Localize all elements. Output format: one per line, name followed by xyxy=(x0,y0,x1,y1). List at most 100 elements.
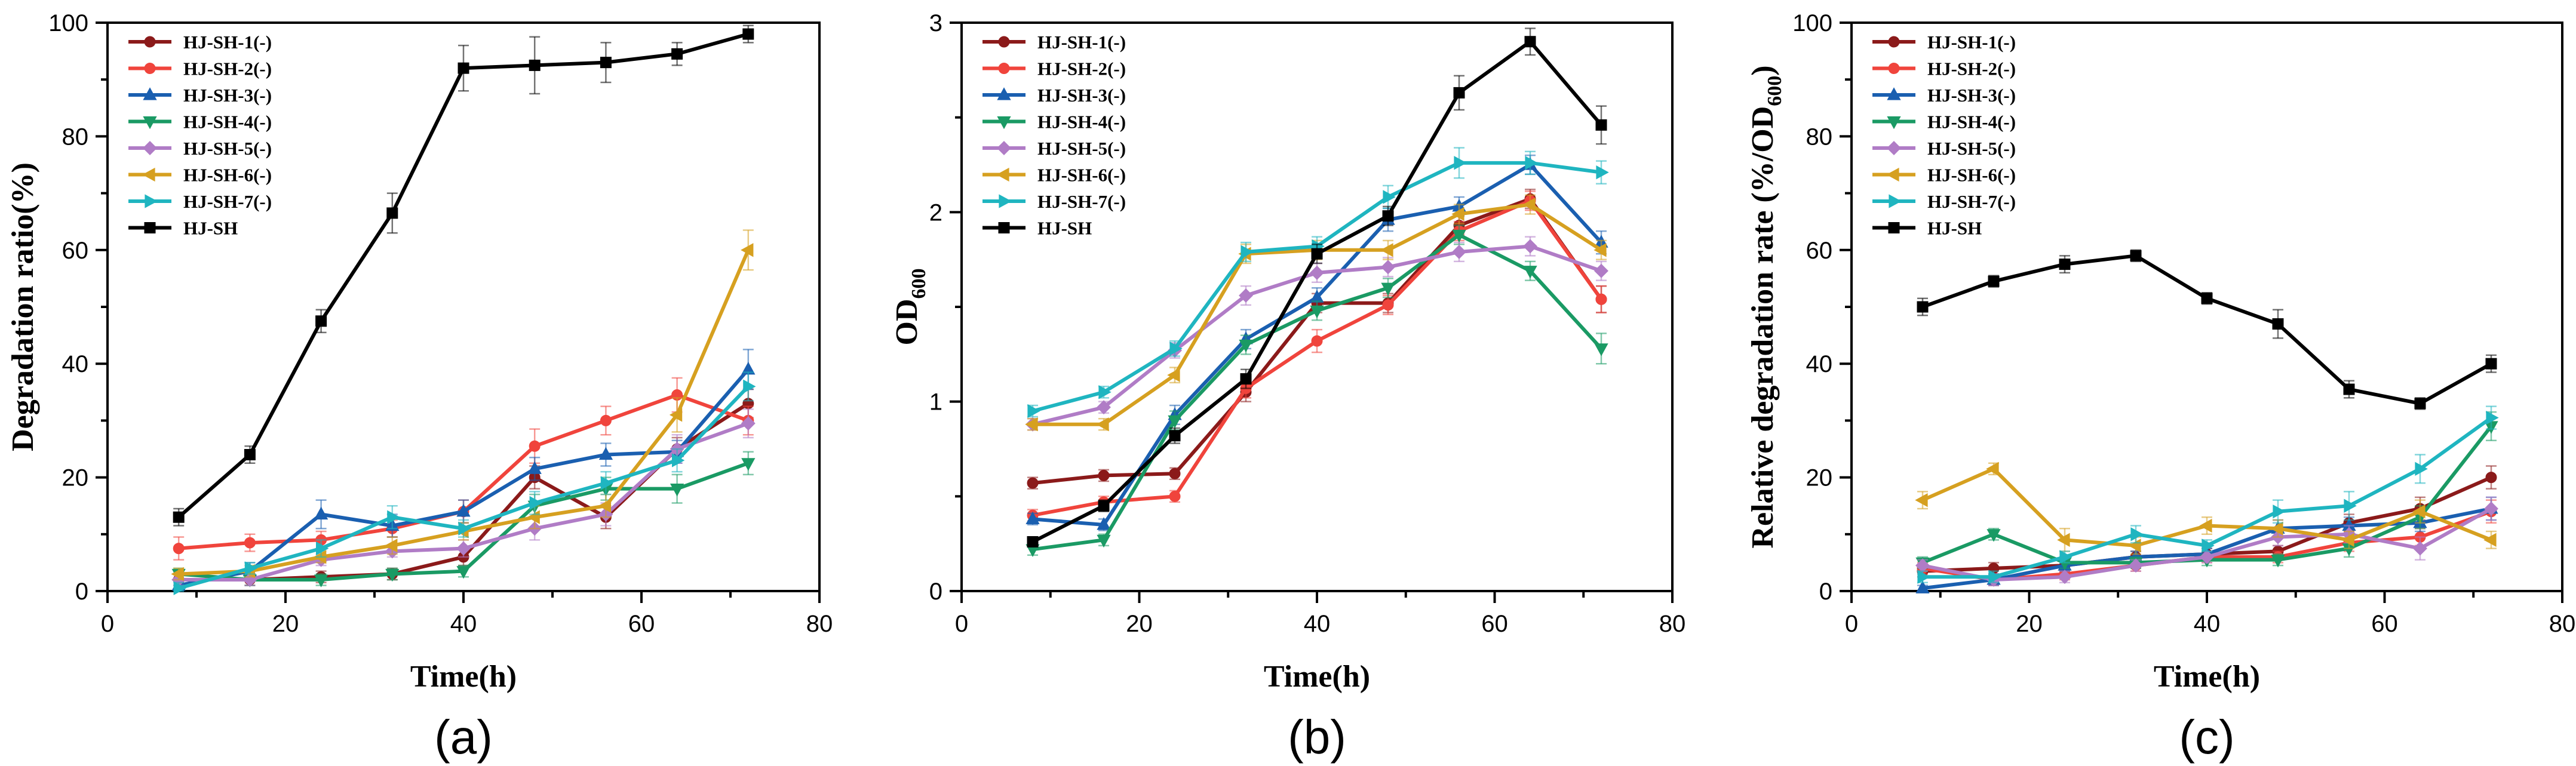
legend-marker xyxy=(144,36,156,48)
data-point xyxy=(741,458,756,471)
legend-marker xyxy=(145,194,158,208)
x-tick-label: 60 xyxy=(1481,611,1508,637)
chart-panel-b: 0 20 40 60 800123Time(h)OD600(b)HJ-SH-1(-)HJ… xyxy=(890,10,1685,764)
data-point xyxy=(1311,248,1323,260)
data-point xyxy=(1168,415,1182,429)
legend-label: HJ-SH-1(-) xyxy=(1927,32,2016,53)
y-tick-label: 100 xyxy=(48,10,88,36)
data-point xyxy=(458,62,469,74)
legend-label: HJ-SH-6(-) xyxy=(1927,165,2016,186)
data-point xyxy=(2485,472,2497,484)
data-point xyxy=(171,567,184,582)
data-point xyxy=(2415,462,2428,476)
data-point xyxy=(1988,275,2000,287)
data-point xyxy=(244,537,256,549)
y-tick-label: 20 xyxy=(62,465,89,491)
legend-marker xyxy=(1888,36,1900,48)
legend-label: HJ-SH-5(-) xyxy=(1037,138,1126,159)
data-point xyxy=(1311,335,1323,347)
data-point xyxy=(1167,368,1180,382)
data-point xyxy=(741,416,756,431)
x-tick-label: 20 xyxy=(272,611,299,637)
panel-label: (c) xyxy=(2179,710,2234,764)
legend-label: HJ-SH xyxy=(1037,218,1092,239)
legend-label: HJ-SH-6(-) xyxy=(183,165,272,186)
data-point xyxy=(314,506,328,520)
data-point xyxy=(743,379,756,393)
data-point xyxy=(529,59,541,71)
data-point xyxy=(1098,385,1112,399)
y-axis-title: OD600 xyxy=(890,269,930,346)
y-tick-label: 100 xyxy=(1792,10,1832,36)
data-point xyxy=(1241,245,1254,259)
legend-marker xyxy=(1888,222,1900,233)
legend-label: HJ-SH-4(-) xyxy=(183,112,272,133)
data-point xyxy=(173,581,186,595)
data-point xyxy=(1524,36,1536,48)
data-point xyxy=(173,543,185,555)
data-point xyxy=(1451,207,1464,222)
data-point xyxy=(2128,539,2141,553)
data-point xyxy=(2129,558,2143,573)
series-HJ-SH-6(-) xyxy=(1915,462,2497,555)
legend-marker xyxy=(143,116,157,130)
data-point xyxy=(244,561,258,576)
data-point xyxy=(1917,570,1930,584)
data-point xyxy=(458,521,471,536)
data-point xyxy=(2130,250,2142,262)
data-point xyxy=(1915,493,1928,507)
data-point xyxy=(1027,404,1040,419)
data-point xyxy=(1310,265,1324,280)
series-line xyxy=(1921,254,2492,405)
legend-marker xyxy=(997,87,1011,100)
data-point xyxy=(1239,339,1253,353)
data-point xyxy=(2486,410,2499,425)
legend-marker xyxy=(1887,116,1901,130)
series-HJ-SH-7(-) xyxy=(1917,405,2499,584)
data-point xyxy=(244,449,256,461)
data-point xyxy=(741,243,754,257)
legend-label: HJ-SH-5(-) xyxy=(183,138,272,159)
legend-label: HJ-SH-1(-) xyxy=(1037,32,1126,53)
series-HJ-SH xyxy=(1027,27,1607,547)
data-point xyxy=(2058,570,2072,585)
data-point xyxy=(1097,517,1111,530)
data-point xyxy=(1454,156,1467,170)
data-point xyxy=(600,57,612,69)
data-point xyxy=(1596,165,1609,180)
series-HJ-SH-7(-) xyxy=(173,371,756,595)
data-point xyxy=(1097,400,1111,415)
data-point xyxy=(1382,210,1394,222)
data-point xyxy=(1595,119,1607,131)
y-tick-label: 2 xyxy=(929,199,942,226)
legend-marker xyxy=(143,87,157,100)
y-tick-label: 0 xyxy=(1819,579,1832,605)
legend-marker xyxy=(997,116,1011,130)
data-point xyxy=(1169,430,1181,442)
y-tick-label: 40 xyxy=(1806,351,1833,377)
data-point xyxy=(1026,511,1040,525)
data-point xyxy=(671,48,683,60)
data-point xyxy=(1239,288,1253,303)
x-tick-label: 80 xyxy=(806,611,833,637)
y-tick-label: 3 xyxy=(929,10,942,36)
legend-label: HJ-SH-4(-) xyxy=(1927,112,2016,133)
data-point xyxy=(1595,293,1607,305)
data-point xyxy=(2412,504,2425,519)
data-point xyxy=(529,440,541,452)
data-point xyxy=(2201,293,2213,304)
data-point xyxy=(1027,536,1039,547)
data-point xyxy=(1525,156,1538,170)
legend-marker xyxy=(998,63,1010,74)
series-line xyxy=(177,32,749,519)
legend: HJ-SH-1(-) HJ-SH-2(-) HJ-SH-3(-) HJ-SH-4(-)… xyxy=(982,32,1126,239)
data-point xyxy=(386,207,398,219)
legend-label: HJ-SH-1(-) xyxy=(183,32,272,53)
data-point xyxy=(1096,417,1109,432)
data-point xyxy=(2202,539,2215,553)
data-point xyxy=(385,568,400,582)
data-point xyxy=(2200,549,2214,564)
data-point xyxy=(2059,550,2073,564)
series-HJ-SH xyxy=(1917,249,2497,410)
